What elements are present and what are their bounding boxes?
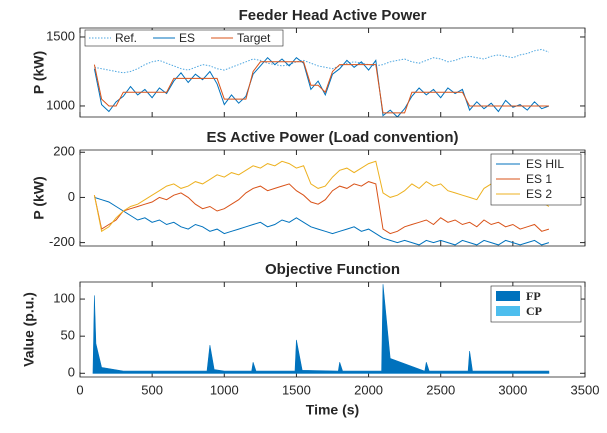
axes-box [79,281,586,378]
y-tick-label: -200 [49,234,75,249]
x-tick-label: 3000 [498,382,527,397]
line [93,160,550,233]
y-axis-label: Value (p.u.) [21,292,37,367]
legend-label: ES 2 [526,187,552,201]
line [93,61,549,114]
chart-title: Objective Function [265,261,400,278]
area [92,284,550,374]
y-tick-label: 1500 [46,28,75,43]
axes-box [79,149,586,247]
line [94,196,550,246]
chart-title: ES Active Power (Load convention) [207,129,459,146]
legend-label: Target [237,31,271,45]
x-axis-label: Time (s) [306,402,359,418]
legend-label: ES [179,31,195,45]
y-tick-label: 1000 [46,97,75,112]
plot-area [93,160,550,246]
x-tick-label: 2500 [426,382,455,397]
x-tick-label: 0 [76,382,83,397]
x-tick-label: 1500 [282,382,311,397]
legend-label: FP [526,289,541,303]
chart-title: Feeder Head Active Power [239,7,427,24]
y-tick-label: 0 [68,365,75,380]
x-tick-label: 3500 [571,382,600,397]
y-axis-label: P (kW) [31,176,47,219]
x-tick-label: 2000 [354,382,383,397]
plot-area [92,284,550,374]
legend-label: CP [526,304,542,318]
y-tick-label: 0 [68,189,75,204]
legend-label: ES 1 [526,172,552,186]
plot-area [93,48,550,117]
x-tick-label: 500 [141,382,163,397]
y-tick-label: 50 [61,328,75,343]
legend-box [84,29,284,47]
legend-label: Ref. [115,31,137,45]
legend-label: ES HIL [526,157,564,171]
line [94,48,550,74]
y-tick-label: 200 [53,144,75,159]
line [93,181,550,235]
legend-swatch [496,306,520,316]
axes-box [79,27,586,118]
x-tick-label: 1000 [210,382,239,397]
legend-swatch [496,291,520,301]
y-tick-label: 100 [53,291,75,306]
y-axis-label: P (kW) [31,51,47,94]
